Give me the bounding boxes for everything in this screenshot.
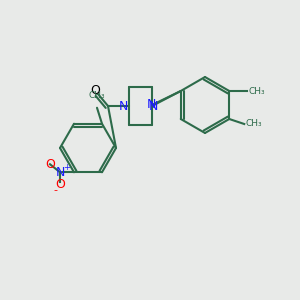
Text: O: O (45, 158, 55, 171)
Text: CH₃: CH₃ (245, 119, 262, 128)
Text: CH₃: CH₃ (248, 86, 265, 95)
Text: CH₃: CH₃ (89, 91, 105, 100)
Text: O: O (90, 83, 100, 97)
Text: N: N (148, 100, 158, 112)
Text: N: N (118, 100, 128, 112)
Text: -: - (53, 185, 57, 195)
Text: N: N (55, 166, 65, 179)
Text: N: N (146, 98, 156, 112)
Text: +: + (64, 163, 70, 172)
Text: O: O (55, 178, 65, 191)
